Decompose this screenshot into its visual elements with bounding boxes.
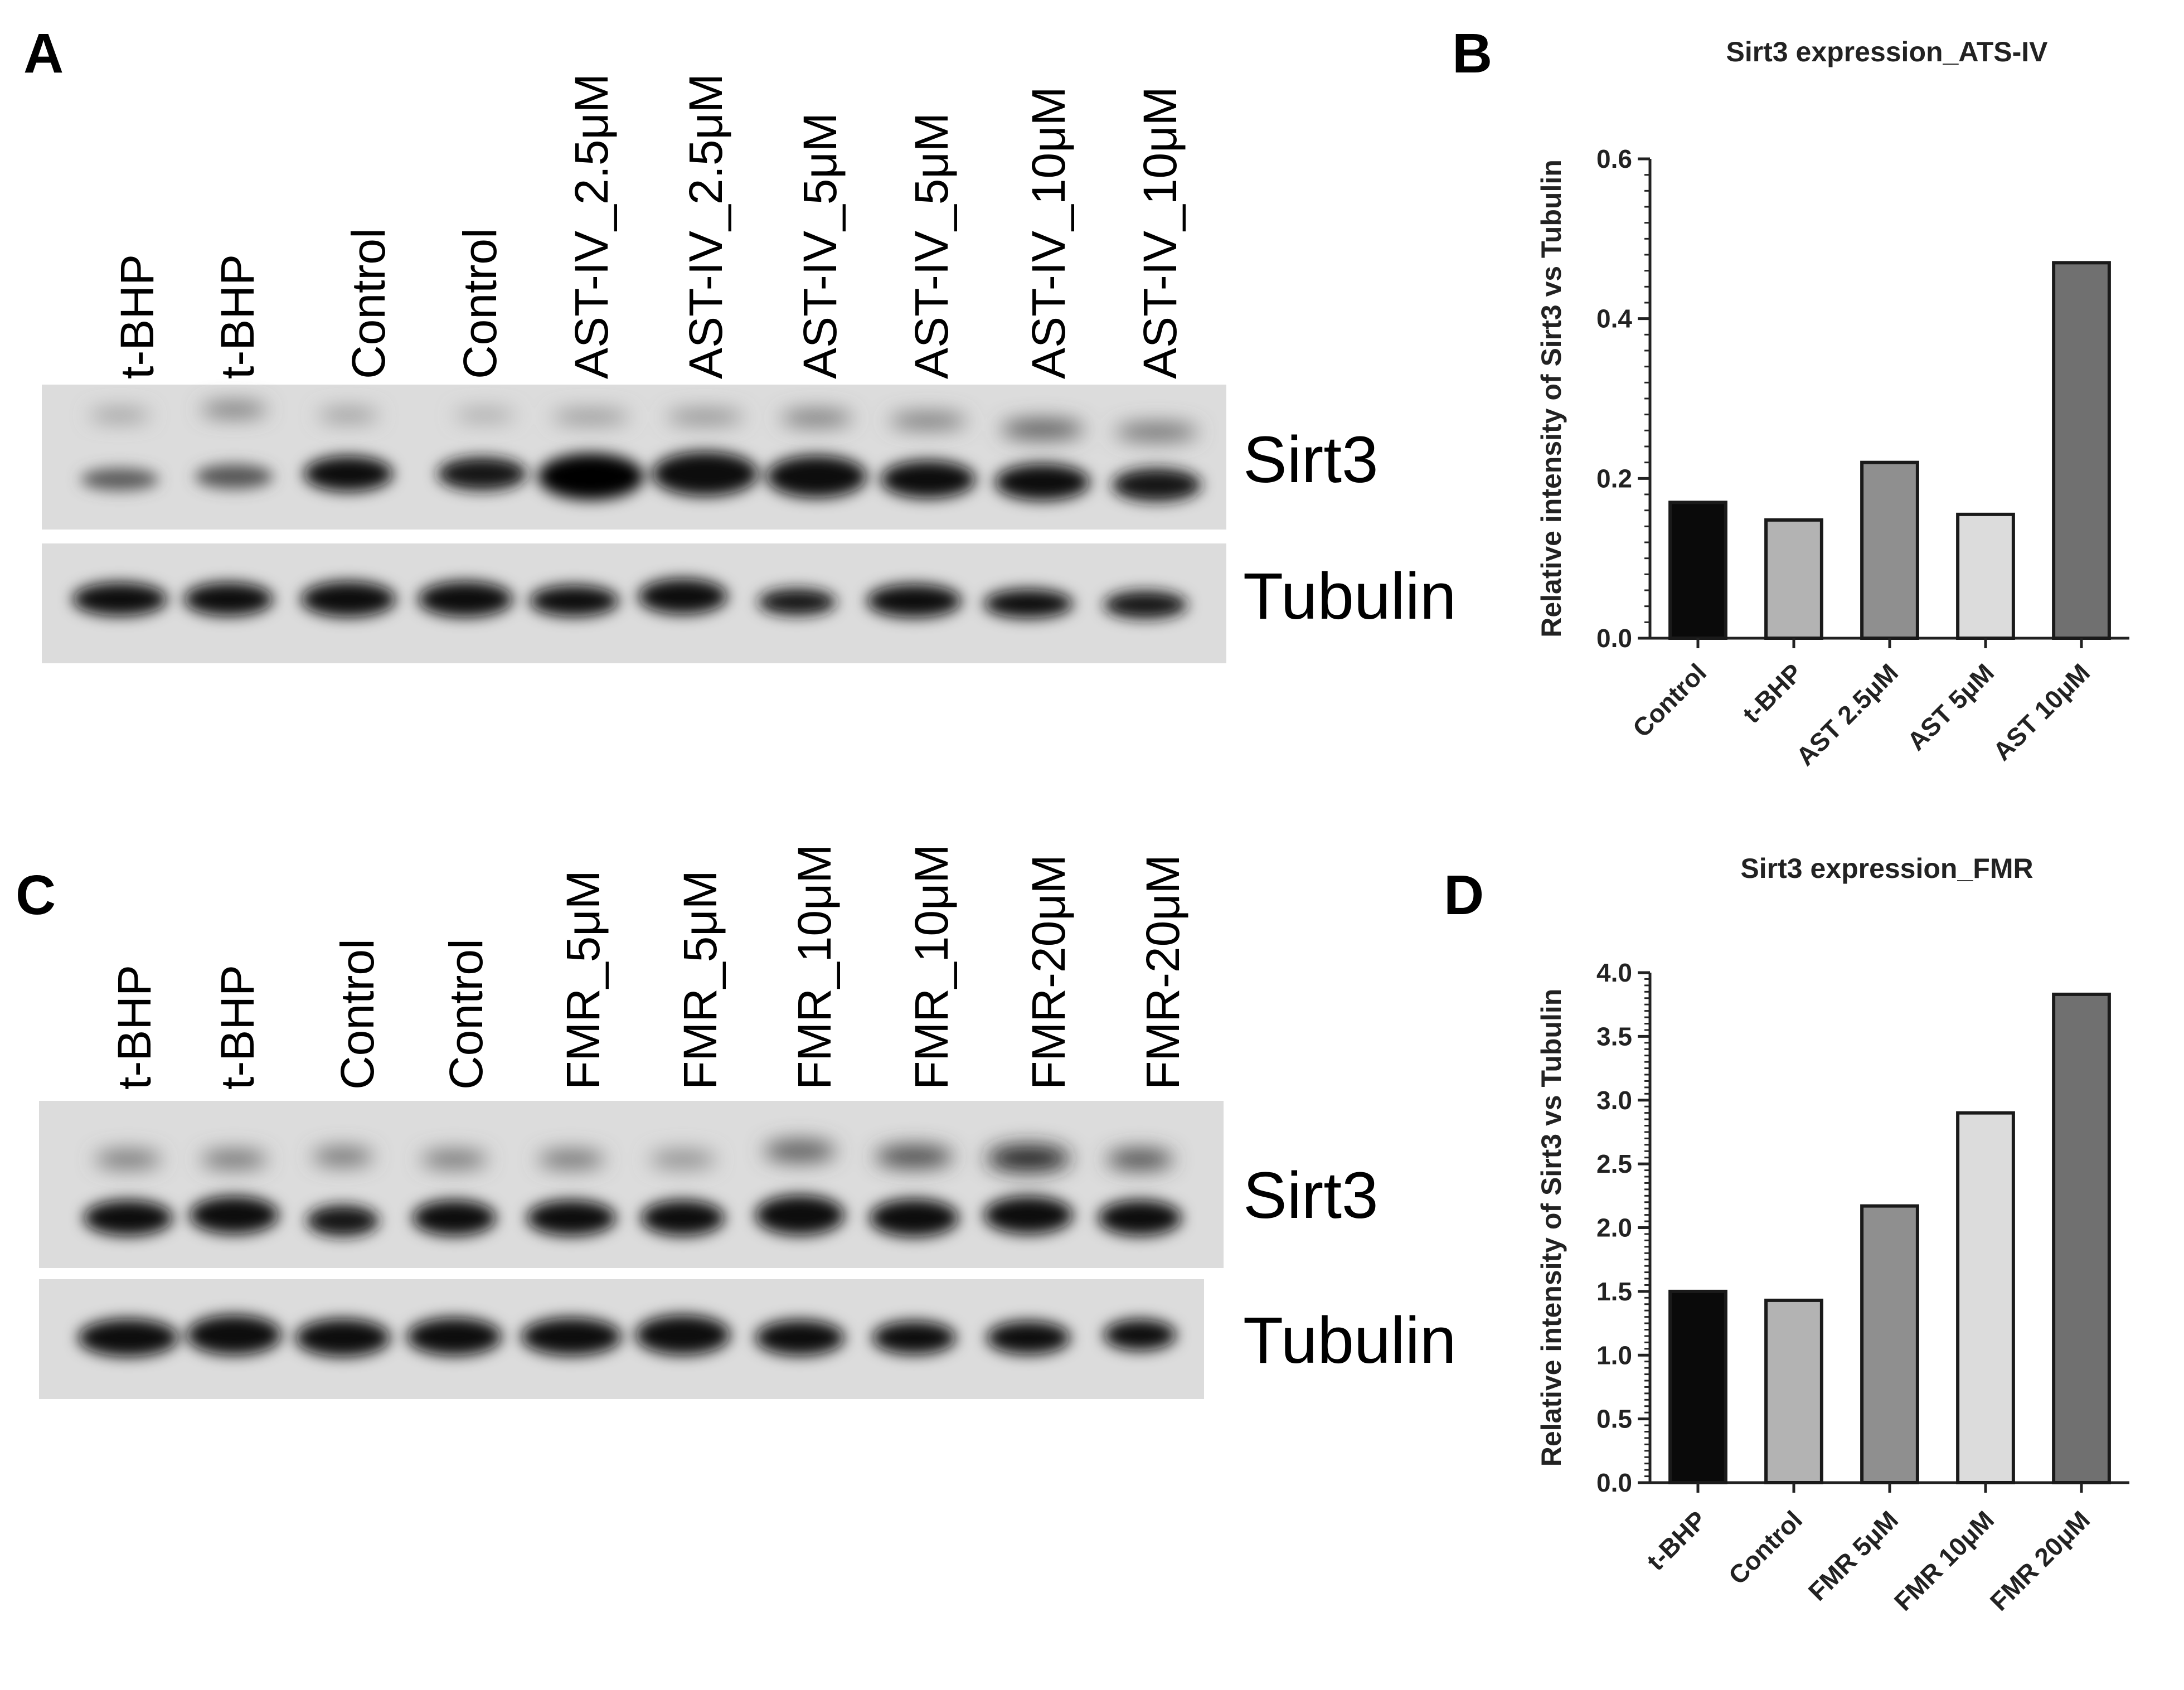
sirt3-blot-a: Sirt3 xyxy=(42,385,1379,530)
y-tick-label: 1.5 xyxy=(1596,1277,1632,1306)
y-tick-label: 0.2 xyxy=(1596,464,1632,493)
tubulin-blot-a: Tubulin xyxy=(42,543,1457,663)
bar xyxy=(1860,1204,1919,1485)
y-axis-label: Relative intensity of Sirt3 vs Tubulin xyxy=(1536,989,1567,1467)
bar xyxy=(1668,501,1727,640)
band-label-sirt3: Sirt3 xyxy=(1243,423,1379,497)
x-tick-label: AST 10μM xyxy=(1987,658,2095,766)
y-tick-label: 3.0 xyxy=(1596,1086,1632,1115)
x-tick-label: t-BHP xyxy=(1737,658,1808,729)
panel-letter-a: A xyxy=(23,22,64,85)
sirt3-blot-c: Sirt3 xyxy=(39,1101,1379,1268)
lane-label: t-BHP xyxy=(111,254,163,379)
y-tick-label: 2.0 xyxy=(1596,1213,1632,1242)
lane-labels-a: t-BHP t-BHP Control Control AST-IV_2.5μM… xyxy=(111,74,1186,379)
y-axis-label: Relative intensity of Sirt3 vs Tubulin xyxy=(1536,159,1567,638)
x-tick-label: t-BHP xyxy=(1641,1505,1712,1576)
blot-a: t-BHP t-BHP Control Control AST-IV_2.5μM… xyxy=(42,74,1457,663)
x-tick-label: FMR 10μM xyxy=(1889,1505,1999,1616)
bar xyxy=(1956,512,2015,640)
tubulin-bands xyxy=(78,1315,1176,1357)
lane-label: AST-IV_10μM xyxy=(1134,86,1186,379)
tubulin-blot-c: Tubulin xyxy=(39,1279,1457,1399)
lane-label: t-BHP xyxy=(211,965,264,1090)
bar xyxy=(1764,518,1823,640)
lane-label: AST-IV_10μM xyxy=(1022,86,1075,379)
bar xyxy=(1764,1298,1823,1484)
bar xyxy=(2052,261,2111,640)
x-tick-label: AST 5μM xyxy=(1901,658,1999,756)
lane-label: FMR_10μM xyxy=(905,844,958,1090)
chart-title: Sirt3 expression_ATS-IV xyxy=(1726,36,2048,67)
y-tick-label: 3.5 xyxy=(1596,1022,1632,1051)
blot-c: t-BHP t-BHP Control Control FMR_5μM FMR_… xyxy=(39,844,1457,1399)
bar xyxy=(1956,1111,2015,1484)
x-tick-label: FMR 5μM xyxy=(1803,1505,1904,1606)
lane-labels-c: t-BHP t-BHP Control Control FMR_5μM FMR_… xyxy=(108,844,1189,1090)
y-tick-label: 1.0 xyxy=(1596,1341,1632,1370)
lane-label: t-BHP xyxy=(211,254,264,379)
bar xyxy=(1860,460,1919,640)
y-tick-label: 4.0 xyxy=(1596,958,1632,987)
y-tick-label: 2.5 xyxy=(1596,1149,1632,1178)
bar xyxy=(1668,1289,1727,1484)
panel-letter-d: D xyxy=(1444,864,1484,926)
lane-label: Control xyxy=(454,228,506,379)
tubulin-bands xyxy=(72,579,1187,619)
lane-label: AST-IV_2.5μM xyxy=(565,74,618,379)
upper-bands xyxy=(95,1140,1173,1172)
y-tick-label: 0.5 xyxy=(1596,1405,1632,1434)
x-tick-label: Control xyxy=(1627,658,1712,742)
chart-title: Sirt3 expression_FMR xyxy=(1740,853,2033,884)
y-tick-label: 0.0 xyxy=(1596,624,1632,653)
band-label-sirt3: Sirt3 xyxy=(1243,1159,1379,1232)
bar xyxy=(2052,992,2111,1484)
bar-chart-d: Sirt3 expression_FMR Relative intensity o… xyxy=(1536,853,2129,1616)
blot-membrane xyxy=(39,1101,1224,1268)
lane-label: AST-IV_5μM xyxy=(905,113,958,379)
lane-label: Control xyxy=(440,939,492,1090)
y-tick-label: 0.0 xyxy=(1596,1468,1632,1497)
panel-letter-b: B xyxy=(1452,22,1492,85)
lane-label: FMR_5μM xyxy=(674,870,726,1090)
sirt3-bands xyxy=(84,1195,1182,1237)
lane-label: Control xyxy=(342,228,395,379)
lane-label: FMR-20μM xyxy=(1022,854,1075,1090)
x-tick-label: Control xyxy=(1723,1505,1808,1590)
x-tick-label: FMR 20μM xyxy=(1984,1505,2095,1616)
lane-label: AST-IV_2.5μM xyxy=(680,74,732,379)
y-tick-label: 0.4 xyxy=(1596,304,1632,333)
lane-label: Control xyxy=(331,939,384,1090)
lane-label: FMR_10μM xyxy=(788,844,841,1090)
bar-chart-b: Sirt3 expression_ATS-IV Relative intensit… xyxy=(1536,36,2129,771)
lane-label: t-BHP xyxy=(108,965,161,1090)
panel-letter-c: C xyxy=(16,864,56,926)
x-tick-label: AST 2.5μM xyxy=(1790,658,1904,771)
sirt3-bands xyxy=(81,451,1201,502)
upper-bands xyxy=(89,402,1198,441)
lane-label: FMR_5μM xyxy=(557,870,609,1090)
lane-label: AST-IV_5μM xyxy=(794,113,846,379)
band-label-tubulin: Tubulin xyxy=(1243,1304,1457,1377)
lane-label: FMR-20μM xyxy=(1137,854,1189,1090)
band-label-tubulin: Tubulin xyxy=(1243,560,1457,633)
y-tick-label: 0.6 xyxy=(1596,144,1632,173)
